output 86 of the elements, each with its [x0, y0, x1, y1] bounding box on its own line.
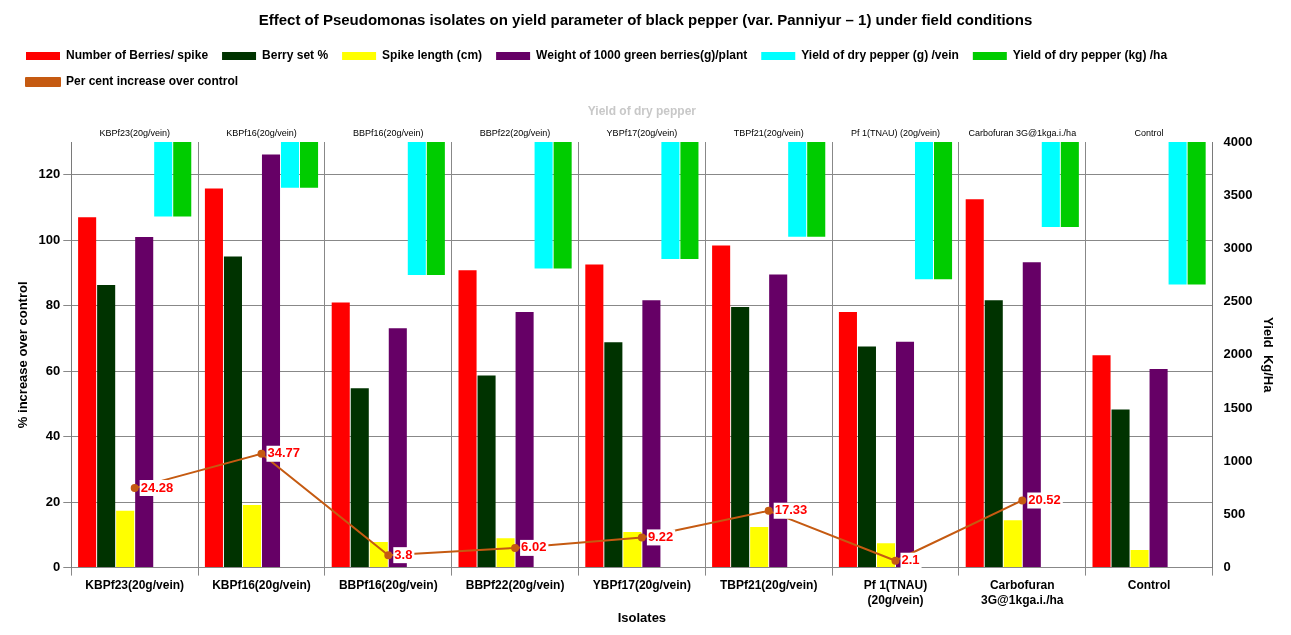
point [384, 551, 393, 560]
bar [857, 346, 876, 568]
bar [1003, 520, 1022, 568]
y2-tick-label: 1000 [1223, 452, 1253, 468]
legend-label: Per cent increase over control [66, 74, 239, 89]
x-tick-label: Control [1134, 127, 1164, 138]
data-label: 34.77 [267, 445, 301, 461]
bar [750, 527, 769, 568]
bar [1130, 549, 1149, 568]
legend-label: Number of Berries/ spike [66, 48, 209, 63]
point [511, 543, 520, 552]
data-label: 20.52 [1028, 492, 1061, 507]
y-tick-label: 60 [45, 362, 61, 378]
chart-title: Effect of Pseudomonas isolates on yield parameter of black pepper (var. Panniyur – 1) under field conditions [258, 11, 1033, 29]
point [764, 506, 773, 515]
point [1018, 496, 1027, 505]
y2-tick-label: 4000 [1223, 133, 1253, 149]
x-tick-label: KBPf23(20g/vein) [99, 127, 170, 138]
y-tick-label: 0 [53, 559, 61, 575]
bar [604, 342, 623, 568]
bar [731, 307, 750, 568]
bar [477, 375, 496, 568]
point [891, 556, 900, 565]
y-tick-label: 100 [38, 231, 61, 247]
text: Control [1127, 578, 1171, 593]
text: BBPf16(20g/vein) [338, 578, 438, 593]
y-tick-label: 20 [45, 493, 61, 509]
text: KBPf16(20g/vein) [212, 578, 311, 593]
bar [242, 505, 262, 568]
legend-label: Spike length (cm) [382, 48, 483, 63]
bar [78, 217, 97, 568]
y2-tick-label: 2500 [1223, 293, 1253, 309]
y2-tick-label: 0 [1223, 559, 1231, 575]
y-axis-title: % increase over control [15, 281, 31, 429]
bar [223, 256, 242, 568]
text: YBPf17(20g/vein) [592, 578, 691, 593]
y2-tick-label: 3500 [1223, 186, 1253, 202]
legend-label: Yield of dry pepper (kg) /ha [1012, 48, 1168, 63]
bar [984, 300, 1003, 568]
text: TBPf21(20g/vein) [720, 578, 818, 593]
bar [838, 311, 857, 568]
text: KBPf23(20g/vein) [85, 578, 185, 593]
bar [116, 510, 135, 568]
x-tick-label: Pf 1(TNAU) (20g/vein) [850, 127, 940, 138]
bar [331, 302, 350, 568]
point [130, 484, 139, 493]
y2-tick-label: 500 [1223, 505, 1246, 521]
x-tick-label: BBPf16(20g/vein) [353, 127, 424, 138]
bar [623, 531, 642, 568]
y2-tick-label: 3000 [1223, 239, 1253, 255]
x-tick-label: TBPf21(20g/vein) [733, 127, 804, 138]
bar [965, 199, 984, 568]
point [637, 533, 646, 542]
data-label: 9.22 [647, 528, 674, 544]
x-tick-label: KBPf16(20g/vein) [226, 127, 297, 138]
point [257, 449, 266, 458]
bar [1149, 368, 1168, 568]
text: Pf 1(TNAU) (20g/vein) [863, 578, 928, 607]
bar [712, 245, 731, 568]
x-tick-label: YBPf17(20g/vein) [606, 127, 678, 138]
data-label: 3.8 [394, 546, 413, 562]
y2-tick-label: 2000 [1223, 346, 1253, 362]
bar [97, 285, 116, 568]
text: Carbofuran 3G@1kga.i./ha [981, 578, 1064, 607]
x-tick-label: BBPf22(20g/vein) [479, 127, 551, 138]
data-label: 17.33 [774, 502, 808, 518]
legend-label: Yield of dry pepper (g) /vein [801, 48, 959, 63]
x-tick-label: Carbofuran 3G@1kga.i./ha [968, 127, 1077, 138]
x-axis-title: Isolates [617, 609, 667, 625]
y-tick-label: 40 [45, 428, 61, 444]
legend-label: Weight of 1000 green berries(g)/plant [536, 48, 748, 63]
legend-label: Berry set % [262, 48, 329, 63]
bar [1092, 355, 1111, 568]
data-label: 2.1 [901, 552, 920, 568]
bar [585, 264, 604, 568]
y-tick-label: 120 [38, 166, 61, 182]
y2-axis-title: Yield Kg/Ha [1260, 317, 1276, 394]
bar [458, 270, 477, 568]
data-label: 24.28 [140, 479, 174, 495]
bar [204, 188, 223, 568]
text: BBPf22(20g/vein) [465, 578, 565, 593]
bar [350, 388, 369, 568]
y-tick-label: 80 [45, 297, 61, 313]
bar [1111, 409, 1130, 568]
data-label: 6.02 [521, 539, 547, 555]
y2-tick-label: 1500 [1223, 399, 1253, 415]
